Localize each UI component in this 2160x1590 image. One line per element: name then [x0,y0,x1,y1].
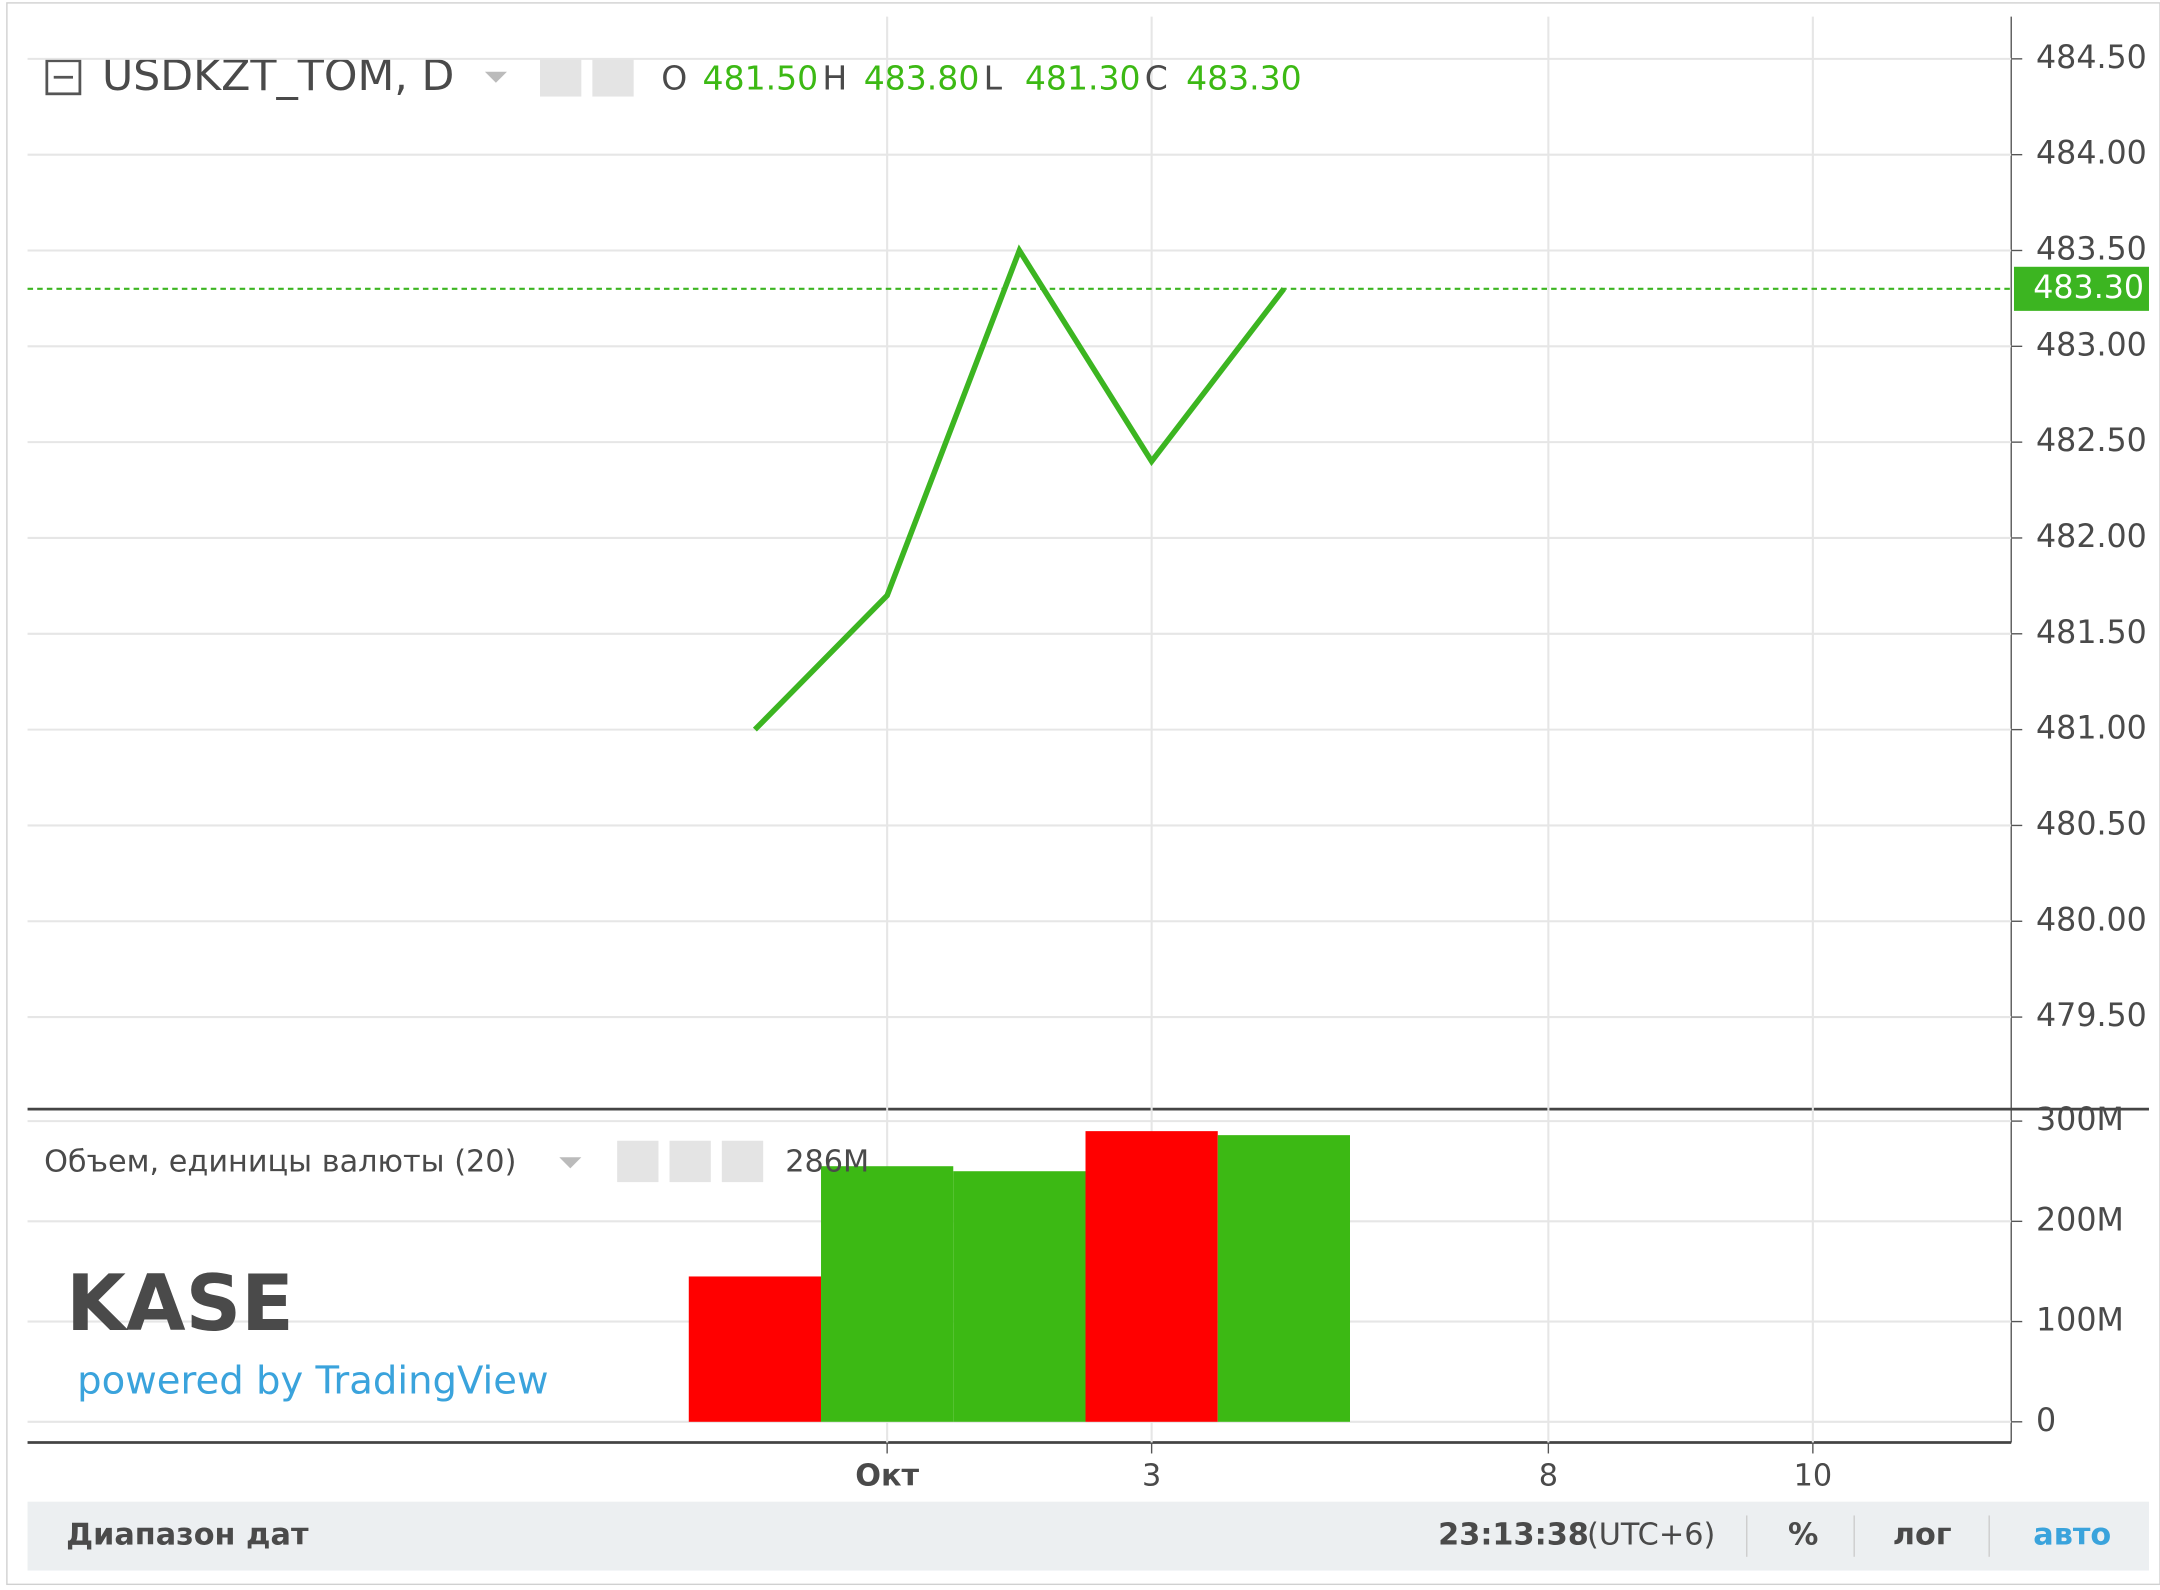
x-tick-label: 8 [1539,1458,1558,1493]
ohlc-legend: O 481.50 H 483.80 L 481.30 C 483.30 [661,59,1301,98]
y-tick-label: 200M [2036,1202,2124,1238]
y-tick-label: 482.50 [2036,423,2147,459]
x-tick-label: 10 [1794,1458,1833,1493]
volume-bar [1217,1135,1350,1422]
footer-bar [27,1501,2149,1571]
clock: 23:13:38 [1438,1518,1589,1553]
frame [6,2,2160,1586]
y-tick-label: 479.50 [2036,998,2147,1034]
y-tick-label: 480.50 [2036,806,2147,842]
close-button[interactable] [721,1140,764,1183]
y-tick-label: 484.00 [2036,136,2147,172]
x-tick-label: 3 [1142,1458,1161,1493]
auto-toggle[interactable]: авто [2033,1518,2111,1553]
volume-bar [1085,1131,1218,1422]
ohlc-key: C [1145,59,1168,98]
ohlc-value: 483.80 [864,59,980,98]
y-tick-label: 484.50 [2036,40,2147,76]
ohlc-value: 481.30 [1025,59,1141,98]
y-tick-label: 100M [2036,1303,2124,1339]
y-tick-label: 481.50 [2036,615,2147,651]
ohlc-key: H [822,59,847,98]
dropdown[interactable] [559,1157,582,1169]
dropdown[interactable] [484,71,507,83]
y-tick-label: 483.50 [2036,231,2147,267]
collapse-button[interactable] [45,59,82,96]
y-tick-label: 480.00 [2036,902,2147,938]
volume-bar [821,1166,954,1422]
ohlc-value: 483.30 [1186,59,1302,98]
y-tick-label: 0 [2036,1403,2056,1439]
logo-tagline: powered by TradingView [77,1359,548,1404]
settings-button[interactable] [592,58,634,97]
timezone[interactable]: (UTC+6) [1587,1518,1715,1553]
price-line [752,244,1287,732]
date-range[interactable]: Диапазон дат [66,1518,309,1553]
ohlc-value: 481.50 [703,59,819,98]
volume-legend-value: 286M [785,1144,869,1179]
y-tick-label: 483.00 [2036,327,2147,363]
logo-name: KASE [66,1259,294,1349]
ohlc-key: O [661,59,687,98]
last-price-label: 483.30 [2033,270,2144,306]
y-tick-label: 481.00 [2036,711,2147,747]
volume-bar [688,1276,822,1422]
last-price-box [2013,266,2149,311]
eye-button[interactable] [540,58,582,97]
volume-title: Объем, единицы валюты (20) [44,1144,516,1179]
eye-button[interactable] [617,1140,659,1183]
volume-bar [953,1171,1086,1422]
y-tick-label: 300M [2036,1102,2124,1138]
log-toggle[interactable]: лог [1893,1518,1952,1553]
percent-toggle[interactable]: % [1788,1518,1818,1553]
settings-button[interactable] [669,1140,711,1183]
ohlc-key: L [984,59,1003,98]
y-tick-label: 482.00 [2036,519,2147,555]
x-tick-label: Окт [855,1458,919,1493]
